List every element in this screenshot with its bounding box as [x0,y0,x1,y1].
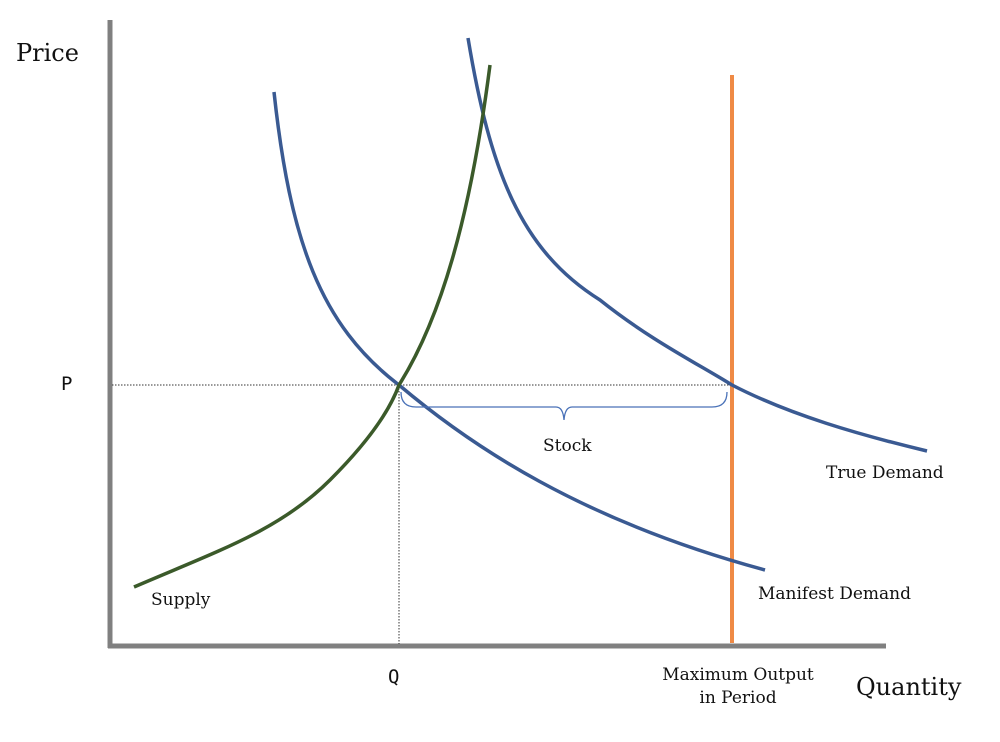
supply-label: Supply [151,590,211,610]
stock-label: Stock [543,436,592,456]
max-output-label-line2: in Period [699,688,776,708]
stock-brace [400,391,728,421]
max-output-label-line1: Maximum Output [662,665,814,685]
x-axis-title: Quantity [856,673,962,701]
quantity-tick-label: Q [388,666,399,688]
price-tick-label: P [61,373,72,395]
true-demand-label: True Demand [826,463,944,483]
manifest-demand-curve [272,91,766,572]
manifest-demand-label: Manifest Demand [758,584,911,604]
supply-curve [133,64,492,589]
y-axis-title: Price [16,39,79,67]
true-demand-curve [466,37,928,453]
